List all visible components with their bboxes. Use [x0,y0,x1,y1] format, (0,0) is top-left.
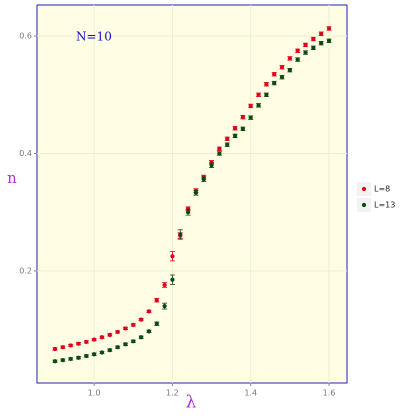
point [185,210,191,215]
point [68,343,73,348]
point [209,163,214,168]
point [240,115,245,120]
point [209,160,214,165]
point [162,304,167,309]
point [217,146,222,151]
point [319,41,324,46]
legend-label: L=8 [374,185,390,194]
point [279,75,285,80]
legend: L=8 L=13 [357,182,395,212]
x-axis-label: λ [186,393,197,413]
grid: 1.0 1.2 1.4 1.6 0.2 0.4 0.6 [19,5,347,398]
point [256,103,261,108]
point [92,352,97,357]
point [123,342,128,347]
point [68,356,73,362]
point [225,142,230,147]
point [107,332,112,337]
point [319,31,324,36]
point [295,57,300,62]
point [303,50,308,55]
legend-label: L=13 [374,201,395,210]
point [115,345,120,350]
point [139,317,144,322]
point [154,298,159,303]
point [178,232,183,237]
point [52,359,58,364]
x-tick-label: 1.0 [88,389,101,398]
point [123,326,128,331]
y-tick-label: 0.2 [19,266,32,275]
point [201,177,206,182]
point [131,322,136,327]
x-tick-label: 1.2 [166,389,179,398]
point [76,355,81,360]
point [76,341,81,346]
point [264,92,269,97]
y-axis-label: n [7,169,17,187]
point [217,151,222,156]
point [240,126,245,131]
point [193,190,199,195]
point [60,358,65,363]
point [60,345,65,350]
marks [52,26,332,364]
point [99,350,105,355]
point [84,353,89,359]
point [170,254,175,259]
point [326,38,332,43]
plot-panel [36,4,348,384]
point [295,48,300,53]
point [170,277,175,282]
point [154,321,159,326]
x-tick-label: 1.6 [323,389,336,398]
point [139,335,144,340]
annotation: N=10 [76,30,112,44]
point [311,36,316,42]
point [272,72,277,77]
point [232,133,238,138]
point [162,282,167,288]
point [92,337,97,342]
point [131,339,136,344]
point [248,115,253,120]
point [303,42,308,48]
point [84,339,89,345]
point [107,348,112,353]
legend-marker [361,202,367,208]
y-tick-label: 0.6 [19,32,32,41]
point [115,329,120,335]
point [256,92,261,97]
point [264,82,269,87]
point [272,80,277,86]
point [52,346,58,352]
point [279,65,285,70]
point [146,329,152,334]
point [287,68,292,73]
legend-marker [361,186,367,192]
point [146,309,152,314]
point [185,206,191,211]
point [225,136,230,141]
point [248,103,253,109]
point [232,126,238,131]
y-tick-label: 0.4 [19,149,32,158]
point [326,26,332,31]
x-tick-label: 1.4 [244,389,257,398]
point [99,335,105,340]
point [311,45,316,50]
point [287,56,292,61]
